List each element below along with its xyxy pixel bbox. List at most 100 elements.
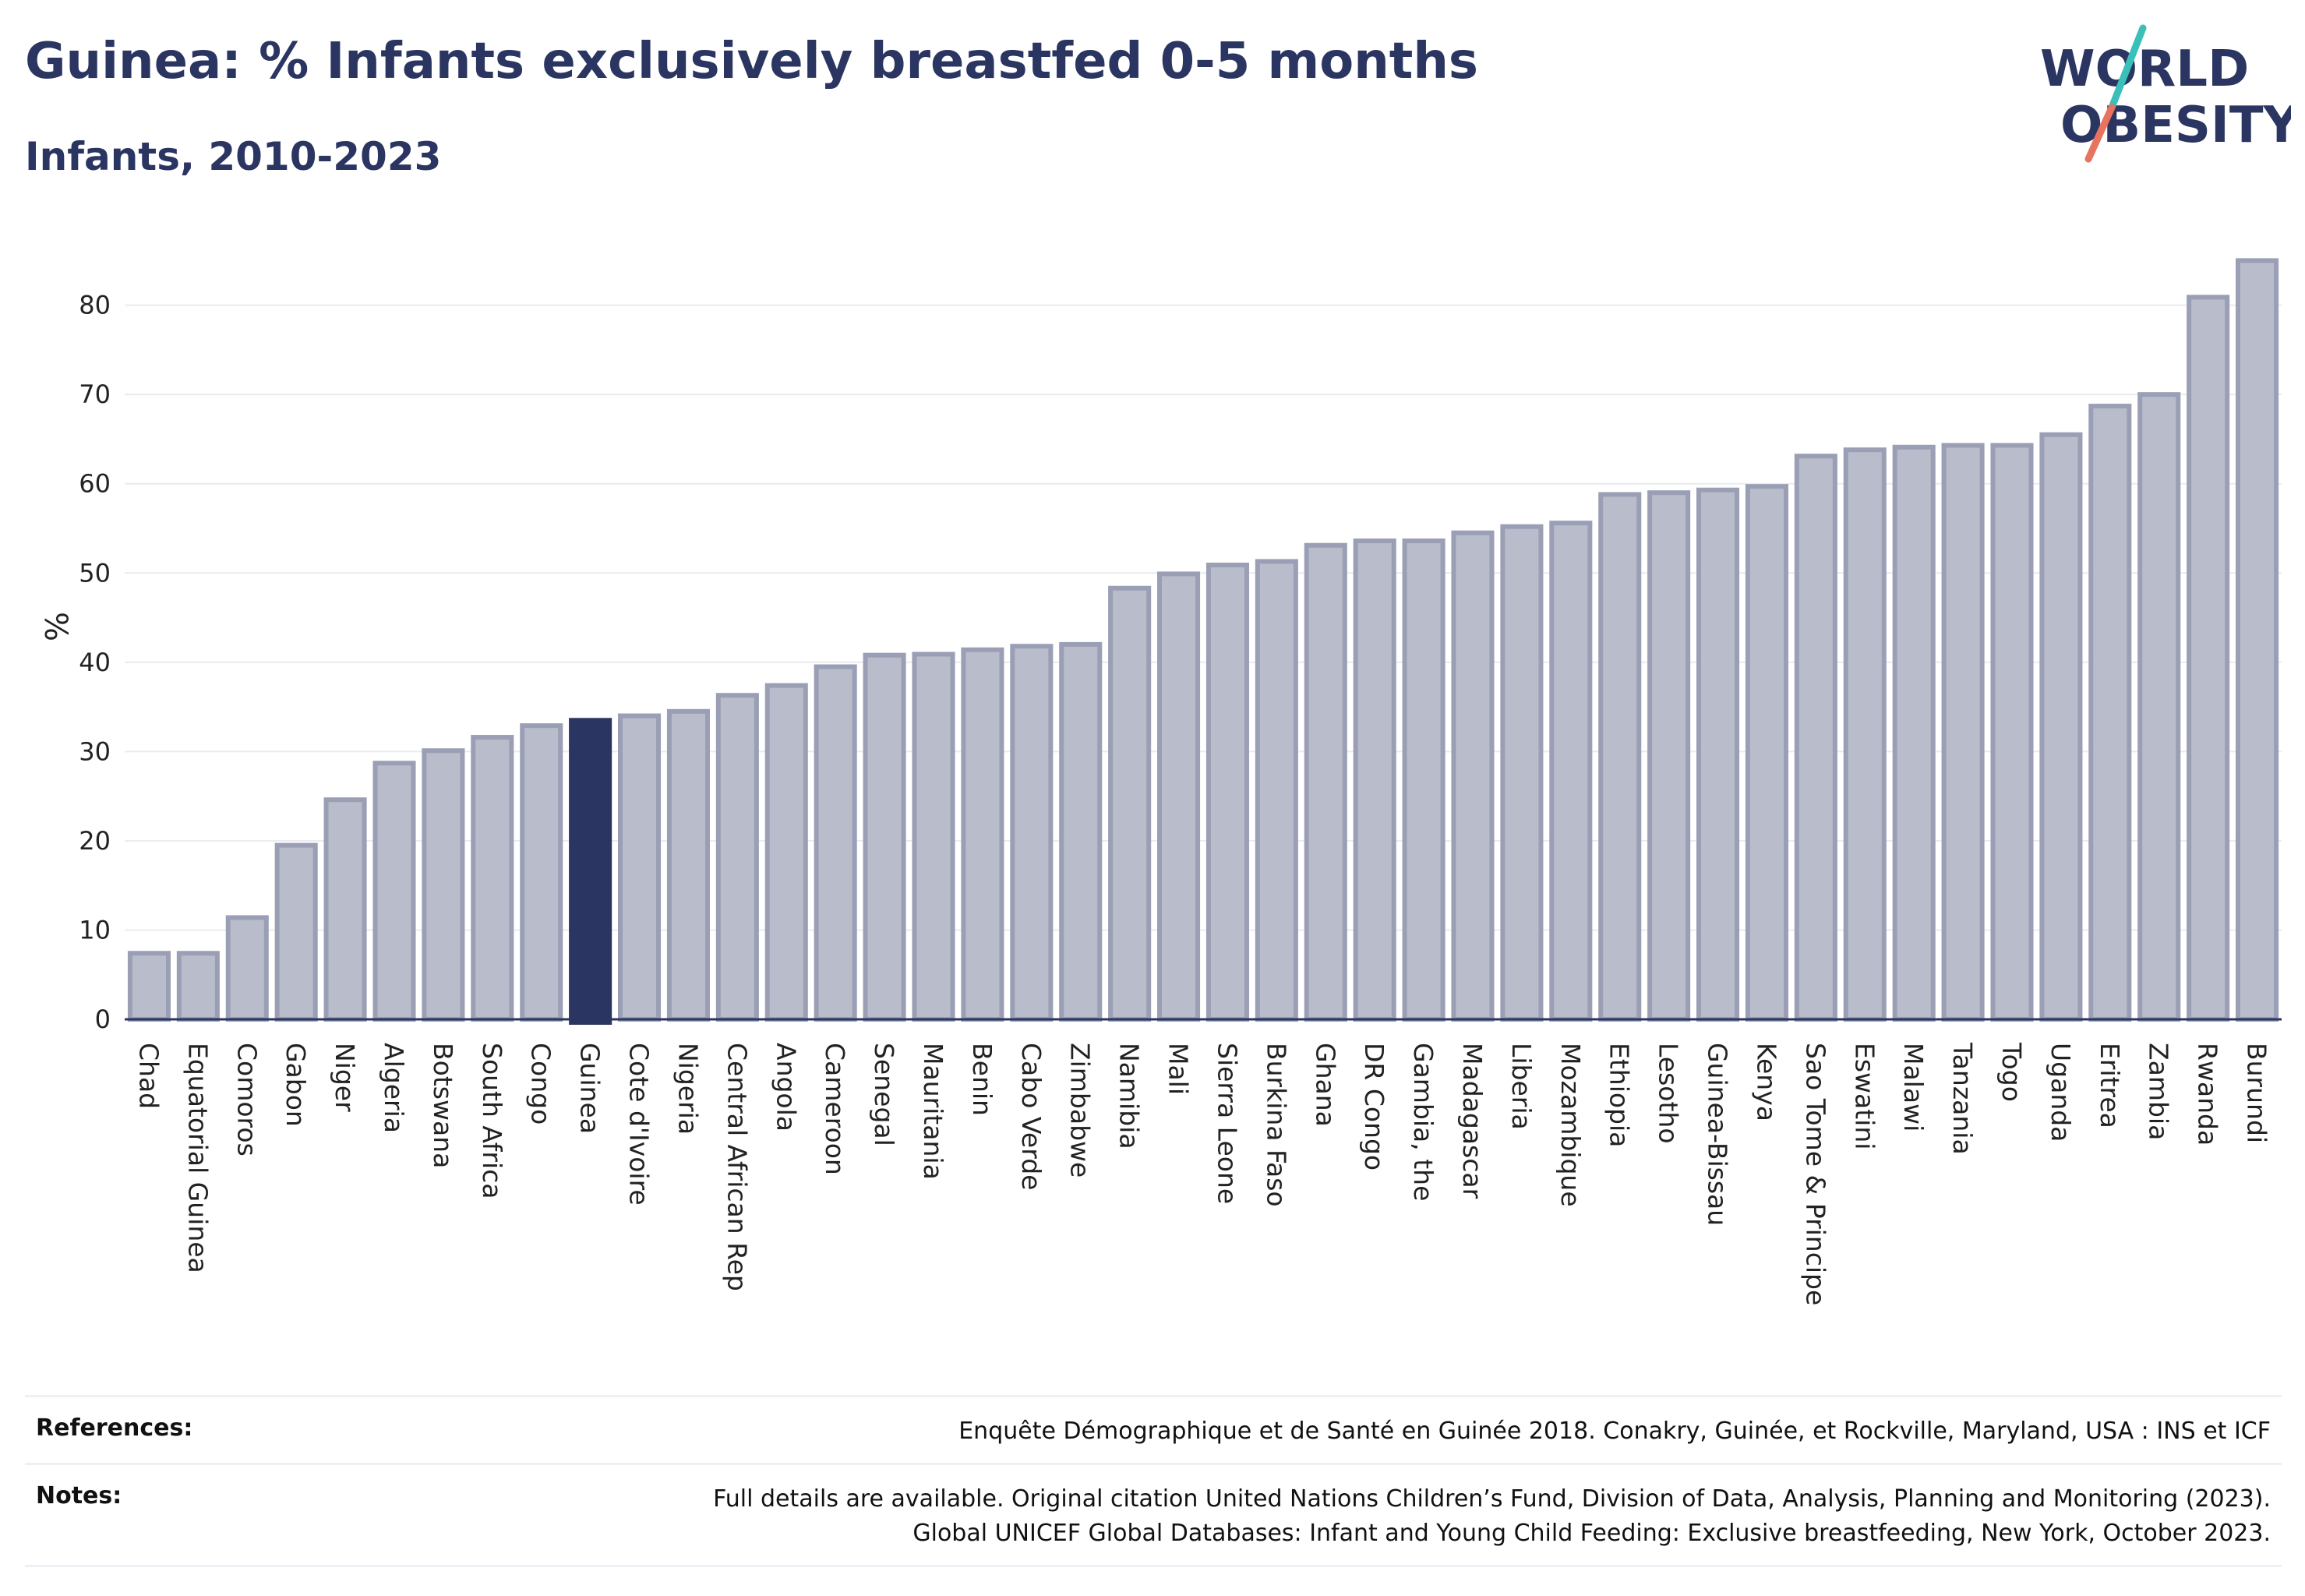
bar-chad xyxy=(127,951,171,1022)
x-tick-label: Eritrea xyxy=(2095,1043,2125,1128)
notes-text: Full details are available. Original cit… xyxy=(713,1482,2271,1551)
x-tick-label: Liberia xyxy=(1506,1043,1537,1130)
logo-slash-coral xyxy=(2084,104,2116,163)
bar-algeria xyxy=(372,761,416,1022)
bar-cameroon xyxy=(814,664,857,1022)
x-tick-label: Equatorial Guinea xyxy=(182,1043,213,1273)
y-axis-ticks: 0 10 20 30 40 50 60 70 80 xyxy=(79,291,111,1034)
x-tick-label: DR Congo xyxy=(1359,1043,1389,1171)
bar-gambia-the xyxy=(1402,538,1445,1022)
references-label: References: xyxy=(36,1414,193,1442)
bar-uganda xyxy=(2039,432,2083,1022)
bar-central-african-rep xyxy=(715,693,759,1022)
logo-line2: OBESITY xyxy=(2060,97,2291,154)
bar-madagascar xyxy=(1451,530,1495,1022)
x-tick-label: Burkina Faso xyxy=(1261,1043,1291,1207)
x-tick-label: Burundi xyxy=(2242,1043,2272,1143)
bar-south-africa xyxy=(471,735,514,1022)
x-tick-label: Cote d'Ivoire xyxy=(624,1043,655,1206)
y-tick-label: 20 xyxy=(79,826,111,856)
x-tick-label: Niger xyxy=(330,1043,360,1112)
x-tick-label: Central African Rep xyxy=(722,1043,752,1291)
bar-eswatini xyxy=(1843,447,1887,1022)
bar-dr-congo xyxy=(1353,538,1396,1022)
y-tick-label: 40 xyxy=(79,648,111,677)
y-tick-label: 70 xyxy=(79,380,111,409)
y-tick-label: 80 xyxy=(79,291,111,320)
bar-malawi xyxy=(1892,444,1936,1022)
world-obesity-logo: WORLD OBESITY xyxy=(2040,24,2291,163)
bar-niger xyxy=(323,797,367,1022)
bar-tanzania xyxy=(1941,443,1985,1022)
references-text: Enquête Démographique et de Santé en Gui… xyxy=(958,1418,2271,1445)
bar-equatorial-guinea xyxy=(176,951,220,1022)
x-tick-label: Congo xyxy=(526,1043,556,1125)
bar-angola xyxy=(764,683,808,1022)
bar-guinea-bissau xyxy=(1696,487,1740,1022)
x-tick-label: Guinea-Bissau xyxy=(1703,1043,1733,1226)
bar-gabon xyxy=(274,842,318,1022)
x-tick-label: Mauritania xyxy=(918,1043,948,1180)
x-tick-label: Nigeria xyxy=(672,1043,703,1135)
x-tick-label: South Africa xyxy=(477,1043,507,1199)
y-tick-label: 0 xyxy=(95,1005,111,1034)
bar-cote-d-ivoire xyxy=(618,713,662,1022)
bar-nigeria xyxy=(666,708,710,1022)
notes-label: Notes: xyxy=(36,1482,122,1509)
bar-rwanda xyxy=(2187,295,2230,1022)
x-tick-label: Eswatini xyxy=(1849,1043,1880,1149)
bar-sao-tome-principe xyxy=(1794,454,1837,1022)
bar-lesotho xyxy=(1647,490,1691,1022)
x-tick-label: Guinea xyxy=(575,1043,605,1134)
bar-chart: 0 10 20 30 40 50 60 70 80 Chad Equatorial Guinea C… xyxy=(37,258,2282,1305)
bar-mozambique xyxy=(1549,521,1593,1022)
y-tick-label: 30 xyxy=(79,736,111,766)
chart-subtitle: Infants, 2010-2023 xyxy=(25,134,442,179)
x-tick-label: Lesotho xyxy=(1654,1043,1684,1144)
bar-benin xyxy=(961,647,1004,1022)
x-tick-label: Malawi xyxy=(1898,1043,1929,1132)
bar-mauritania xyxy=(912,651,955,1022)
chart-title: Guinea: % Infants exclusively breastfed … xyxy=(25,33,1478,90)
y-tick-label: 10 xyxy=(79,915,111,945)
x-tick-label: Algeria xyxy=(379,1043,409,1133)
notes-line-2: Global UNICEF Global Databases: Infant a… xyxy=(912,1520,2271,1547)
bar-togo xyxy=(1990,443,2034,1022)
x-axis-labels: Chad Equatorial Guinea Comoros Gabon Niger Al… xyxy=(133,1042,2271,1305)
bar-namibia xyxy=(1108,585,1152,1022)
x-tick-label: Sierra Leone xyxy=(1212,1043,1242,1204)
x-tick-label: Chad xyxy=(133,1043,164,1109)
bar-ghana xyxy=(1304,542,1347,1022)
bar-burundi xyxy=(2236,258,2279,1022)
x-tick-label: Madagascar xyxy=(1457,1043,1488,1199)
x-tick-label: Mali xyxy=(1163,1043,1194,1095)
bar-burkina-faso xyxy=(1255,559,1298,1022)
bar-botswana xyxy=(422,748,465,1022)
logo-line1: WORLD xyxy=(2040,41,2249,98)
x-tick-label: Kenya xyxy=(1751,1043,1781,1121)
bars xyxy=(127,258,2279,1025)
bar-zimbabwe xyxy=(1059,641,1103,1022)
x-tick-label: Botswana xyxy=(428,1043,458,1168)
x-tick-label: Zimbabwe xyxy=(1065,1043,1096,1178)
x-tick-label: Togo xyxy=(1996,1042,2027,1102)
x-tick-label: Ethiopia xyxy=(1604,1043,1635,1147)
x-tick-label: Uganda xyxy=(2046,1043,2076,1142)
x-tick-label: Zambia xyxy=(2144,1043,2174,1140)
x-tick-label: Namibia xyxy=(1114,1043,1145,1149)
y-tick-label: 50 xyxy=(79,558,111,588)
bar-sierra-leone xyxy=(1205,562,1249,1022)
references-row: References: Enquête Démographique et de … xyxy=(25,1395,2282,1463)
bar-comoros xyxy=(225,915,269,1022)
y-tick-label: 60 xyxy=(79,469,111,499)
bar-congo xyxy=(520,723,563,1022)
x-tick-label: Angola xyxy=(771,1043,801,1132)
footer: References: Enquête Démographique et de … xyxy=(25,1395,2282,1567)
logo-slash-teal xyxy=(2108,24,2147,111)
x-tick-label: Ghana xyxy=(1310,1043,1340,1127)
x-tick-label: Benin xyxy=(967,1043,997,1116)
bar-cabo-verde xyxy=(1010,644,1054,1022)
bar-guinea xyxy=(569,718,612,1025)
bar-ethiopia xyxy=(1598,492,1642,1022)
notes-row: Notes: Full details are available. Origi… xyxy=(25,1463,2282,1567)
